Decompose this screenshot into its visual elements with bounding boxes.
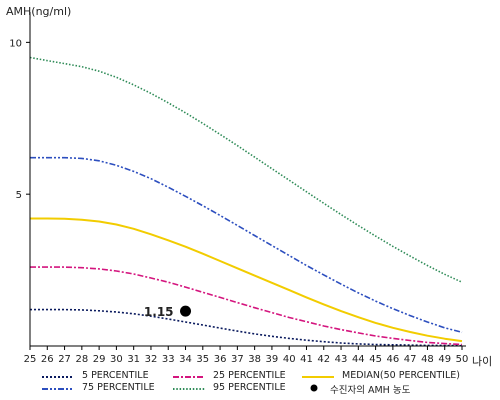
y-tick-label: 10 — [9, 38, 22, 49]
x-tick-label: 34 — [179, 354, 192, 365]
series-line-1 — [30, 266, 463, 346]
x-tick-label: 50 — [456, 354, 469, 365]
legend-label: 95 PERCENTILE — [213, 382, 286, 393]
legend-label: 25 PERCENTILE — [213, 370, 286, 381]
amh-percentile-chart: 5 10 25 26 27 28 29 30 31 32 33 34 35 36 37 38 39 40 41 42… — [6, 5, 492, 368]
x-axis-label: 나이 — [472, 355, 492, 368]
patient-value-label: 1.15 — [144, 305, 174, 319]
series-line-0 — [30, 308, 463, 347]
patient-marker: 1.15 — [144, 305, 192, 319]
series-line-4 — [29, 56, 463, 283]
y-axis-label: AMH(ng/ml) — [6, 5, 71, 18]
series-line-2 — [30, 217, 463, 343]
legend-label: 75 PERCENTILE — [82, 382, 155, 393]
legend-label: 5 PERCENTILE — [82, 370, 149, 381]
x-tick-label: 33 — [162, 354, 175, 365]
x-tick-label: 38 — [248, 354, 261, 365]
x-tick-label: 46 — [387, 354, 400, 365]
x-tick-label: 49 — [438, 354, 451, 365]
x-tick-label: 27 — [58, 354, 71, 365]
x-tick-label: 43 — [335, 354, 348, 365]
x-tick-label: 25 — [24, 354, 37, 365]
x-ticks: 25 26 27 28 29 30 31 32 33 34 35 36 37 38 39 40 41 42 43 44… — [24, 346, 469, 365]
legend-label: 수진자의 AMH 농도 — [330, 385, 411, 396]
series-line-3 — [30, 156, 463, 334]
legend: 5 PERCENTILE 25 PERCENTILE MEDIAN(50 PER… — [30, 370, 500, 398]
x-tick-label: 44 — [352, 354, 365, 365]
x-tick-label: 47 — [404, 354, 417, 365]
y-ticks: 5 10 — [9, 38, 30, 201]
x-tick-label: 45 — [369, 354, 382, 365]
x-tick-label: 48 — [421, 354, 434, 365]
x-tick-label: 31 — [127, 354, 140, 365]
x-tick-label: 36 — [214, 354, 227, 365]
y-tick-label: 5 — [16, 190, 22, 201]
x-tick-label: 29 — [93, 354, 106, 365]
x-tick-label: 35 — [196, 354, 209, 365]
x-tick-label: 30 — [110, 354, 123, 365]
legend-label: MEDIAN(50 PERCENTILE) — [342, 370, 460, 381]
x-tick-label: 40 — [283, 354, 296, 365]
x-tick-label: 37 — [231, 354, 244, 365]
x-tick-label: 32 — [145, 354, 158, 365]
x-tick-label: 39 — [266, 354, 279, 365]
x-tick-label: 26 — [41, 354, 54, 365]
x-tick-label: 42 — [317, 354, 330, 365]
x-tick-label: 28 — [75, 354, 88, 365]
percentile-curves — [29, 56, 463, 347]
x-tick-label: 41 — [300, 354, 313, 365]
patient-point — [180, 305, 192, 317]
